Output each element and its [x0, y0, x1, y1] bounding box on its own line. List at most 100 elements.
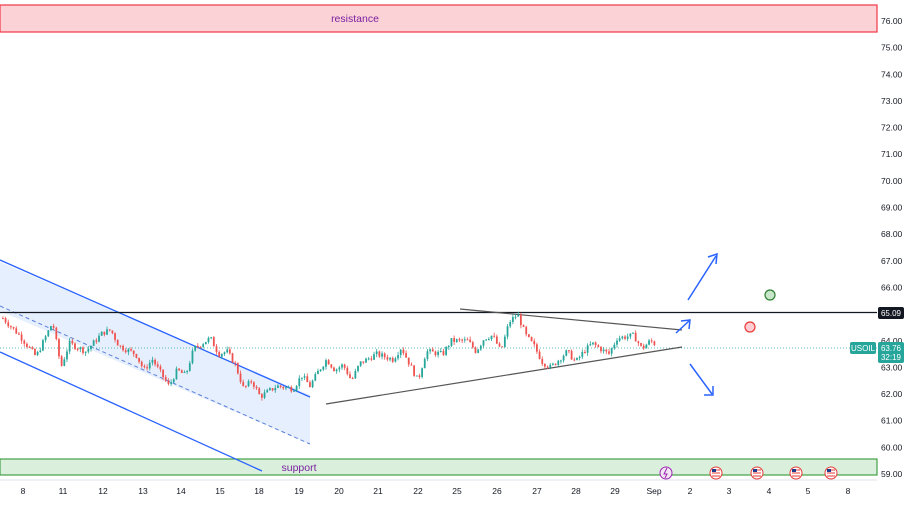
candle-body: [343, 364, 346, 368]
candle-body: [234, 362, 237, 364]
candle-body: [301, 377, 303, 379]
us-flag-event-icon[interactable]: [709, 466, 723, 480]
candle-body: [632, 332, 634, 334]
candle-body: [4, 318, 7, 323]
candle-body: [381, 353, 383, 357]
candle-body: [239, 373, 242, 382]
candle-body: [370, 358, 373, 360]
candle-body: [589, 344, 592, 346]
candle-body: [391, 357, 394, 362]
candle-body: [50, 326, 52, 331]
candle-body: [258, 388, 261, 395]
price-tick-label: 60.00: [881, 442, 903, 452]
candle-body: [210, 337, 213, 339]
candle-body: [421, 368, 423, 377]
candle-body: [290, 387, 293, 392]
us-flag-event-icon[interactable]: [750, 466, 764, 480]
us-flag-event-icon[interactable]: [824, 466, 838, 480]
candle-body: [10, 326, 12, 328]
candle-body: [138, 357, 140, 362]
candle-body: [87, 348, 90, 352]
candle-body: [303, 376, 306, 378]
candle-body: [511, 317, 514, 323]
support-zone: [0, 458, 878, 476]
candle-body: [103, 331, 106, 335]
candle-body: [514, 316, 517, 318]
candle-body: [242, 381, 245, 386]
candle-body: [461, 339, 464, 341]
candle-body: [341, 364, 343, 368]
candle-body: [114, 333, 116, 340]
candle-body: [383, 353, 386, 358]
candle-body: [212, 337, 215, 347]
candle-body: [164, 377, 167, 381]
candle-body: [2, 318, 4, 320]
candle-body: [405, 353, 407, 358]
candle-body: [277, 385, 279, 388]
time-tick-label: 18: [254, 486, 264, 496]
price-tick-label: 71.00: [881, 149, 903, 159]
candle-body: [271, 388, 274, 391]
channel-upper-line: [0, 259, 311, 398]
candle-body: [127, 349, 130, 353]
time-tick-label: 15: [215, 486, 225, 496]
candle-body: [255, 386, 258, 389]
price-axis[interactable]: 76.00 75.00 74.00 73.00 72.00 71.00 70.00 69.00…: [881, 16, 903, 479]
candle-body: [236, 363, 239, 374]
candle-body: [570, 350, 573, 360]
candle-body: [482, 340, 485, 346]
candle-body: [199, 346, 202, 348]
last-price-label: 63.76: [881, 344, 902, 353]
candle-body: [42, 340, 44, 351]
candle-body: [20, 334, 23, 341]
level-price-tag: 65.09: [878, 307, 904, 319]
candle-body: [186, 370, 189, 373]
candle-body: [442, 351, 445, 355]
candle-body: [538, 351, 541, 360]
time-tick-label: 22: [413, 486, 423, 496]
candle-body: [319, 369, 322, 371]
time-axis[interactable]: 8 11 12 13 14 15 18 19 20 21 22 25 26 27 28 29 Sep 2 3 4 5 8: [21, 486, 851, 496]
candle-body: [196, 345, 199, 347]
candle-body: [367, 358, 370, 360]
candle-body: [188, 363, 191, 371]
candle-body: [506, 326, 509, 337]
candle-body: [552, 363, 554, 365]
candle-body: [597, 345, 600, 347]
candle-body: [44, 336, 47, 341]
candle-body: [194, 345, 197, 351]
candle-body: [124, 350, 127, 353]
candle-body: [346, 367, 349, 375]
candle-body: [55, 327, 58, 340]
time-tick-label: 12: [98, 486, 108, 496]
candle-body: [568, 350, 570, 352]
candle-body: [135, 353, 138, 358]
candle-body: [610, 348, 613, 354]
candle-body: [244, 385, 247, 387]
candle-body: [250, 381, 253, 383]
candle-body: [487, 339, 490, 341]
candle-body: [52, 326, 55, 328]
candle-body: [220, 353, 223, 357]
us-flag-event-icon[interactable]: [789, 466, 803, 480]
candle-body: [573, 359, 576, 361]
candle-body: [172, 379, 175, 383]
candle-body: [282, 386, 285, 389]
candle-body: [581, 351, 584, 357]
candle-body: [560, 360, 562, 362]
price-tick-label: 63.00: [881, 362, 903, 372]
candle-body: [82, 347, 84, 353]
candle-body: [653, 341, 656, 345]
candle-body: [375, 351, 378, 355]
arrow-down-breakdown: [689, 363, 714, 396]
candle-body: [578, 356, 581, 358]
candle-body: [594, 342, 597, 346]
flash-event-icon[interactable]: [659, 466, 673, 480]
candle-body: [429, 349, 431, 352]
candle-body: [95, 340, 98, 342]
candle-body: [143, 366, 146, 368]
candle-body: [640, 343, 642, 346]
candle-body: [223, 352, 226, 354]
candle-body: [269, 388, 271, 391]
